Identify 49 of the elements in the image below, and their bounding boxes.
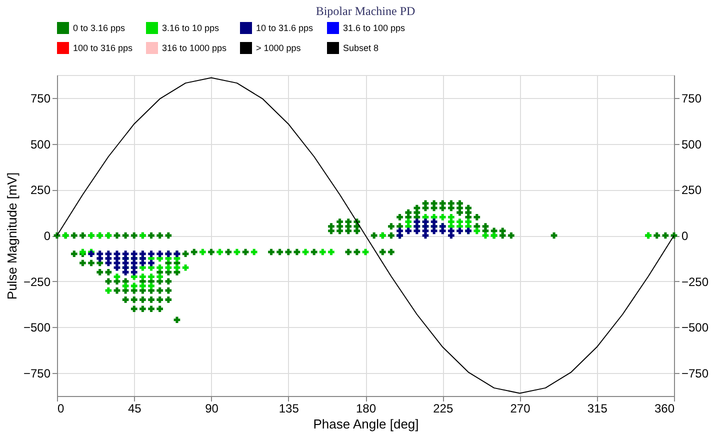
- point: [422, 232, 429, 239]
- legend-label: > 1000 pps: [256, 43, 302, 53]
- y2-tick-label: 250: [682, 183, 702, 198]
- y-tick-label: 0: [44, 229, 51, 243]
- point: [148, 250, 154, 258]
- x-tick-label: 180: [356, 402, 376, 416]
- point: [105, 260, 112, 266]
- y-axis-title: Pulse Magnitude [mV]: [4, 172, 20, 300]
- x-tick-label: 45: [128, 402, 142, 416]
- y2-tick-label: −750: [682, 366, 709, 381]
- x-tick-label: 0: [58, 402, 64, 416]
- point: [430, 218, 438, 225]
- point: [456, 228, 463, 234]
- y2-tick-label: −500: [682, 320, 709, 335]
- point: [122, 269, 129, 276]
- point: [130, 269, 138, 276]
- y-tick-label: 750: [30, 91, 51, 106]
- legend-label: 10 to 31.6 pps: [256, 23, 314, 33]
- point: [114, 264, 120, 271]
- x-tick-label: 225: [433, 402, 454, 416]
- x-tick-label: 360: [654, 402, 675, 416]
- legend-label: 316 to 1000 pps: [162, 43, 228, 53]
- y-tick-label: 500: [30, 137, 51, 152]
- x-tick-label: 270: [510, 402, 531, 416]
- x-tick-label: 315: [587, 402, 608, 416]
- y2-tick-label: 750: [682, 91, 702, 106]
- point: [156, 250, 163, 258]
- x-tick-label: 90: [205, 402, 219, 416]
- point: [414, 218, 420, 225]
- chart-title: Bipolar Machine PD: [316, 4, 416, 18]
- y-tick-label: −250: [23, 274, 51, 289]
- legend-label: 100 to 316 pps: [73, 43, 134, 53]
- y2-tick-label: 500: [682, 137, 702, 152]
- y2-tick-label: 0: [682, 229, 688, 243]
- point: [448, 232, 454, 239]
- y2-tick-label: −250: [682, 274, 709, 289]
- y-tick-label: 250: [30, 183, 51, 198]
- y-tick-label: −500: [23, 320, 51, 335]
- legend-label: Subset 8: [343, 43, 379, 53]
- legend-label: 3.16 to 10 pps: [162, 23, 220, 33]
- x-tick-label: 135: [278, 402, 300, 416]
- legend-label: 0 to 3.16 pps: [73, 23, 126, 33]
- legend-label: 31.6 to 100 pps: [343, 23, 406, 33]
- point: [405, 228, 412, 234]
- y-tick-label: −750: [23, 366, 51, 381]
- point: [96, 255, 104, 262]
- point: [148, 260, 154, 266]
- point: [140, 260, 146, 266]
- x-axis-title: Phase Angle [deg]: [313, 416, 419, 432]
